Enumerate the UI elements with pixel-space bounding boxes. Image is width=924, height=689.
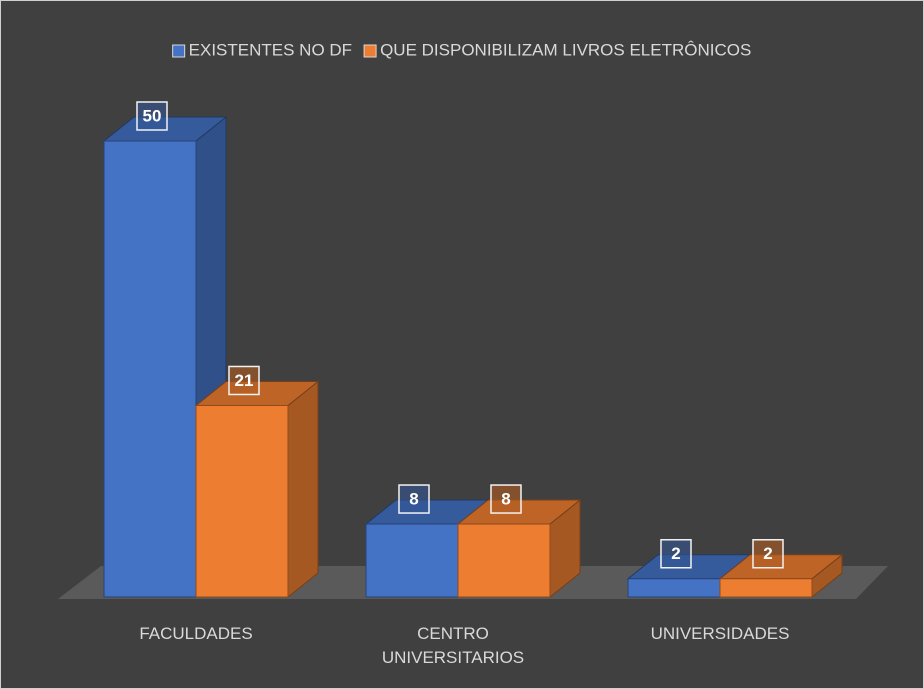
data-label: 50: [143, 106, 162, 125]
bar: [457, 523, 551, 598]
data-label-box: [228, 365, 260, 396]
x-tick-label: FACULDADES: [139, 624, 253, 643]
x-tick-label: UNIVERSIDADES: [650, 624, 790, 643]
data-label-box: [136, 101, 168, 131]
x-tick-label: CENTRO UNIVERSITARIOS: [381, 624, 525, 667]
bar: [627, 578, 721, 598]
data-label-box: [752, 539, 784, 569]
legend-label: EXISTENTES NO DF: [189, 40, 352, 59]
data-label: 2: [671, 544, 680, 563]
data-label: 8: [409, 490, 418, 509]
data-label: 2: [763, 544, 772, 563]
bar: [195, 404, 289, 598]
bar-side: [287, 380, 319, 599]
data-label: 21: [235, 371, 254, 390]
legend-swatch: [172, 44, 186, 58]
data-label: 8: [501, 490, 510, 509]
bar: [365, 523, 459, 598]
data-label-box: [490, 484, 522, 514]
legend-swatch: [363, 44, 377, 58]
bar: [719, 578, 813, 598]
data-label-box: [660, 539, 692, 569]
legend-label: QUE DISPONIBILIZAM LIVROS ELETRÔNICOS: [380, 40, 751, 59]
data-label-box: [398, 484, 430, 514]
bar: [103, 140, 197, 598]
